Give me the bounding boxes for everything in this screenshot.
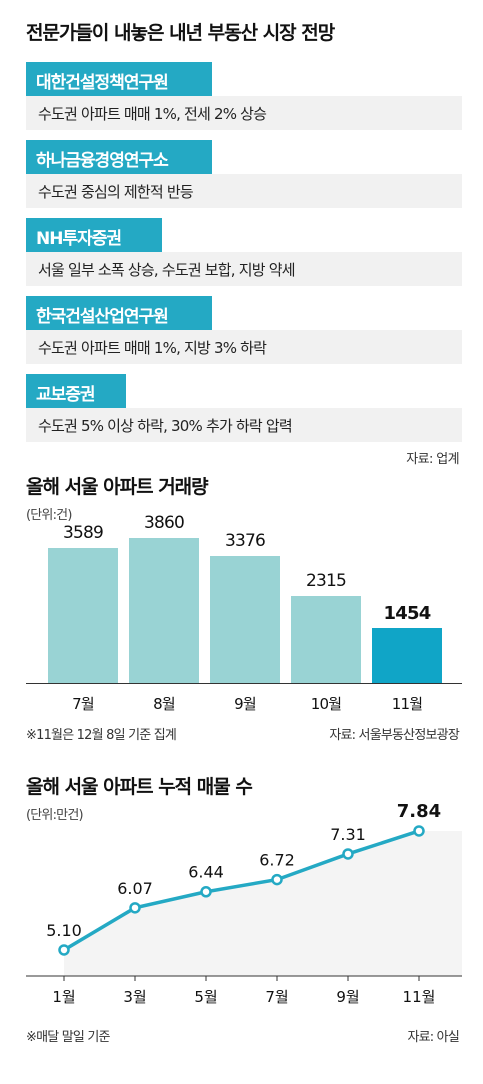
bar-value-label: 3589 <box>62 523 104 544</box>
series-line <box>63 829 420 952</box>
x-axis-line <box>26 683 462 684</box>
outlook-text: 수도권 아파트 매매 1%, 전세 2% 상승 <box>26 96 462 130</box>
line-chart-unit: (단위:만건) <box>26 808 84 823</box>
institution-label: 교보증권 <box>26 374 126 408</box>
line-chart: 5.10 1월 6.07 3월 6.44 5월 6.72 7월 7.31 9월 7.84 11월 <box>26 801 462 1006</box>
data-value-label: 7.84 <box>397 801 441 822</box>
bar-8월 <box>129 538 199 683</box>
x-tick-label: 11월 <box>403 988 436 1006</box>
data-point <box>200 885 212 898</box>
x-tick-label: 7월 <box>265 988 288 1006</box>
forecast-item: 교보증권 수도권 5% 이상 하락, 30% 추가 하락 압력 <box>26 374 462 452</box>
line-area-fill <box>64 830 462 976</box>
bar-chart-title: 올해 서울 아파트 거래량 <box>26 476 209 498</box>
bar-chart: 3589 7월 3860 8월 3376 9월 2315 10월 1454 11월 <box>0 513 483 713</box>
line-chart-note: ※매달 말일 기준 <box>26 1030 111 1045</box>
forecast-item: NH투자증권 서울 일부 소폭 상승, 수도권 보합, 지방 약세 <box>26 218 462 296</box>
data-point <box>413 825 425 837</box>
x-tick-label: 10월 <box>310 695 342 713</box>
bar-9월 <box>210 556 280 683</box>
x-tick-label: 9월 <box>234 695 257 713</box>
page-title: 전문가들이 내놓은 내년 부동산 시장 전망 <box>26 22 335 44</box>
x-tick-label: 11월 <box>391 695 423 713</box>
data-point <box>342 848 354 860</box>
bar-chart-unit: (단위:건) <box>26 508 72 523</box>
bar-10월 <box>291 596 361 683</box>
institution-label: NH투자증권 <box>26 218 162 252</box>
data-value-label: 6.07 <box>117 879 153 898</box>
x-tick-label: 1월 <box>52 988 75 1006</box>
data-point <box>129 902 141 914</box>
data-value-label: 5.10 <box>46 921 82 940</box>
line-chart-title: 올해 서울 아파트 누적 매물 수 <box>26 776 253 798</box>
institution-label: 하나금융경영연구소 <box>26 140 212 174</box>
data-point <box>58 944 70 956</box>
forecast-item: 대한건설정책연구원 수도권 아파트 매매 1%, 전세 2% 상승 <box>26 62 462 140</box>
data-value-label: 7.31 <box>330 825 366 844</box>
line-chart-source: 자료: 아실 <box>407 1030 459 1045</box>
x-tick-label: 3월 <box>123 988 146 1006</box>
forecast-item: 한국건설산업연구원 수도권 아파트 매매 1%, 지방 3% 하락 <box>26 296 462 374</box>
bar-value-label: 2315 <box>305 571 347 592</box>
bar-7월 <box>48 548 118 683</box>
outlook-text: 수도권 중심의 제한적 반등 <box>26 174 462 208</box>
bar-chart-source: 자료: 서울부동산정보광장 <box>329 728 459 743</box>
data-value-label: 6.72 <box>259 851 295 870</box>
bar-value-label: 3860 <box>143 513 185 534</box>
bar-value-label: 1454 <box>383 603 432 625</box>
x-tick-label: 9월 <box>336 988 359 1006</box>
bar-11월 <box>372 628 442 683</box>
x-tick-label: 5월 <box>194 988 217 1006</box>
bar-chart-note: ※11월은 12월 8일 기준 집계 <box>26 728 177 743</box>
outlook-text: 서울 일부 소폭 상승, 수도권 보합, 지방 약세 <box>26 252 462 286</box>
bar-value-label: 3376 <box>224 531 266 552</box>
forecast-item: 하나금융경영연구소 수도권 중심의 제한적 반등 <box>26 140 462 218</box>
x-tick-label: 7월 <box>72 695 95 713</box>
outlook-text: 수도권 아파트 매매 1%, 지방 3% 하락 <box>26 330 462 364</box>
institution-label: 대한건설정책연구원 <box>26 62 212 96</box>
institution-label: 한국건설산업연구원 <box>26 296 212 330</box>
forecast-source: 자료: 업계 <box>406 452 459 467</box>
data-value-label: 6.44 <box>188 863 224 882</box>
data-point <box>271 873 283 886</box>
x-tick-label: 8월 <box>153 695 176 713</box>
outlook-text: 수도권 5% 이상 하락, 30% 추가 하락 압력 <box>26 408 462 442</box>
